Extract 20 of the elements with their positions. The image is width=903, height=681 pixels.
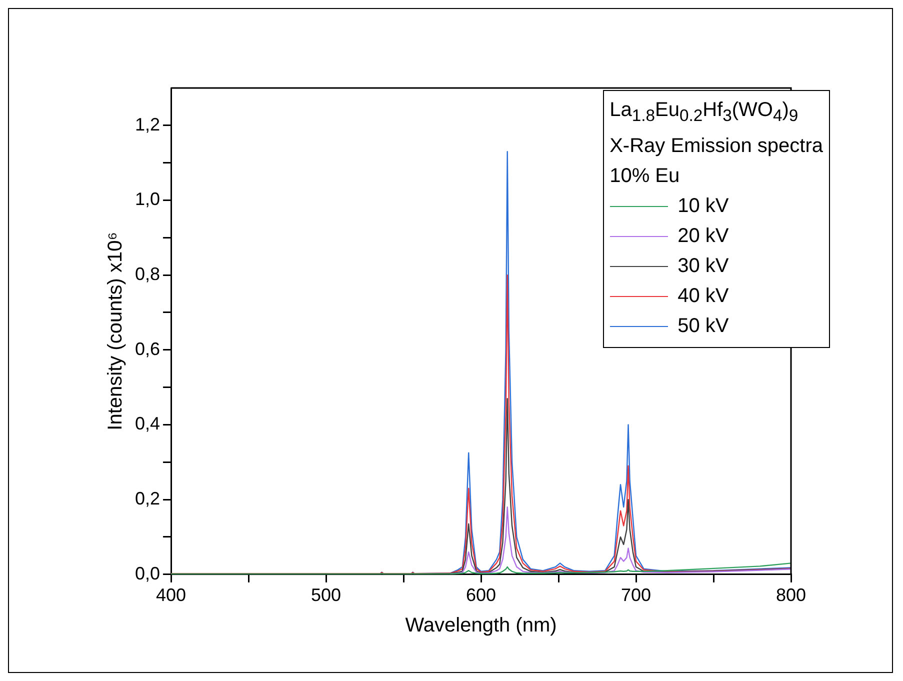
legend-label: 10 kV bbox=[678, 194, 729, 219]
y-tick-label: 0,0 bbox=[134, 563, 160, 584]
legend-label: 40 kV bbox=[678, 284, 729, 309]
x-tick-label: 400 bbox=[156, 585, 186, 606]
x-tick-label: 700 bbox=[620, 585, 652, 606]
legend-label: 50 kV bbox=[678, 314, 729, 339]
y-axis-title: Intensity (counts) x10⁶ bbox=[104, 232, 127, 430]
y-tick-label: 0,8 bbox=[134, 264, 160, 284]
x-tick-label: 500 bbox=[310, 585, 342, 606]
legend-label: 30 kV bbox=[678, 254, 729, 279]
text: La$_{1.8}$Eu$_{0.2}$Hf$_{3}$(WO$_{4}$)$_{9}$ X-Ray Emission spectra 10% Eu bbox=[610, 99, 823, 187]
y-tick-label: 1,0 bbox=[134, 189, 160, 210]
y-tick-label: 1,2 bbox=[134, 114, 160, 134]
legend-label: 20 kV bbox=[678, 224, 729, 249]
y-tick-label: 0,4 bbox=[134, 414, 160, 434]
y-tick-label: 0,2 bbox=[134, 488, 160, 509]
y-tick-label: 0,6 bbox=[134, 338, 160, 359]
x-tick-label: 800 bbox=[776, 585, 806, 606]
x-tick-label: 600 bbox=[466, 585, 496, 606]
x-axis-title: Wavelength (nm) bbox=[405, 614, 557, 637]
